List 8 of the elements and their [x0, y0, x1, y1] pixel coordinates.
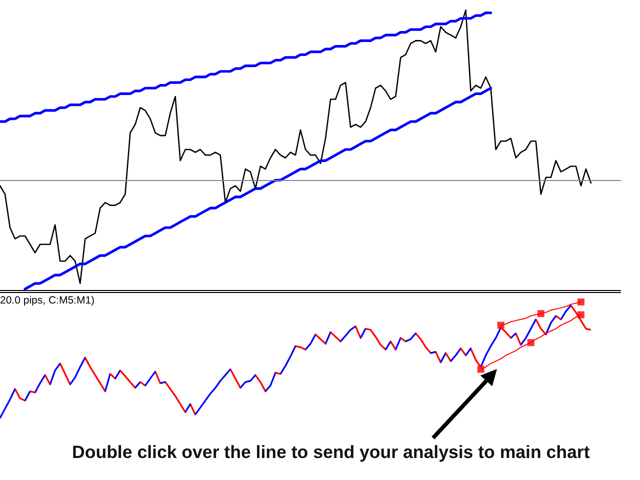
point: [577, 311, 584, 318]
point: [497, 322, 504, 329]
chart-title: 20.0 pips, C:M5:M1): [0, 294, 95, 306]
point: [577, 298, 584, 306]
point: [527, 339, 534, 346]
point: [537, 310, 544, 318]
text: Double click over the line to send your analysis to main chart: [72, 442, 590, 462]
point: [477, 366, 484, 373]
